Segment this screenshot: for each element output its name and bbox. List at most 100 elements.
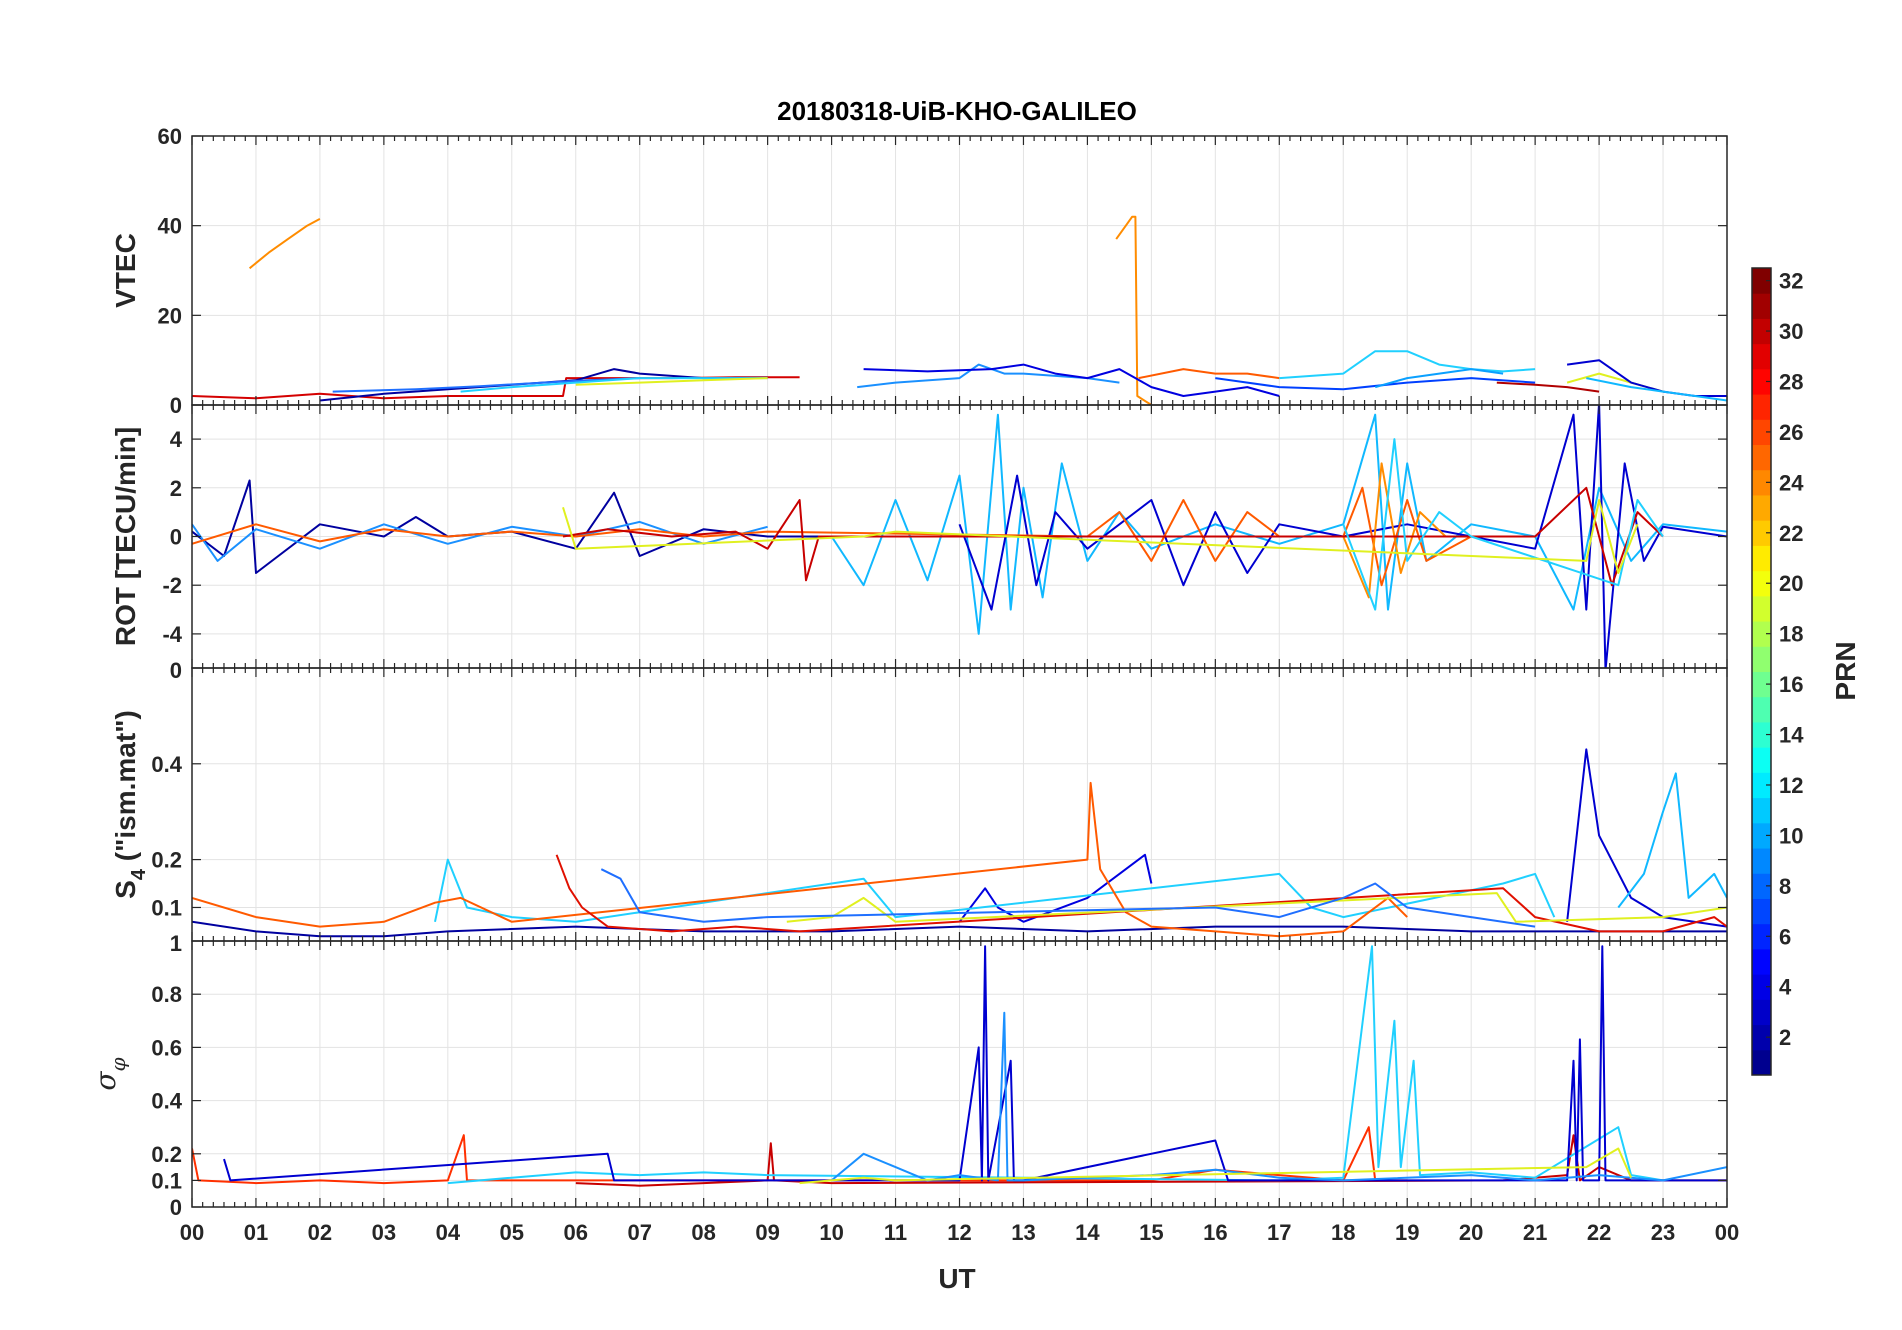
- sigma_phi-y-tick-label: 0.6: [151, 1035, 182, 1060]
- colorbar-tick-label: 8: [1779, 874, 1791, 899]
- x-tick-label: 09: [755, 1220, 779, 1245]
- s4-y-axis-label: S4 ("ism.mat"): [110, 710, 150, 899]
- panel-vtec: 0 20 40 60 VTEC: [110, 124, 1728, 418]
- s4-series-group: [192, 748, 1727, 938]
- colorbar-tick-label: 24: [1779, 470, 1804, 495]
- rot-series-prn-29: [562, 486, 1664, 587]
- x-tick-label: 19: [1395, 1220, 1419, 1245]
- vtec-series-prn-12: [1279, 350, 1536, 380]
- s4-series-prn-8: [600, 868, 1536, 928]
- sigma_phi-series-prn-12: [447, 945, 1664, 1185]
- vtec-y-tick-label: 60: [158, 124, 182, 149]
- panel-rot: -4 -2 0 2 4 ROT [TECU/min]: [110, 404, 1728, 669]
- vtec-series-prn-20: [575, 377, 768, 386]
- colorbar-tick-label: 32: [1779, 269, 1803, 294]
- panel-sigma_phi: 00.10.2 0.4 0.6 0.8 1 σφ: [89, 931, 1728, 1220]
- x-tick-label: 20: [1459, 1220, 1483, 1245]
- colorbar-swatch: [1752, 343, 1771, 370]
- x-tick-label: 08: [691, 1220, 715, 1245]
- sigma_phi-y-tick-label: 0: [170, 1195, 182, 1220]
- sigma_phi-y-label-sub: φ: [106, 1057, 130, 1071]
- colorbar-tick-label: 20: [1779, 571, 1803, 596]
- s4-y-tick-label: 0.1: [151, 895, 182, 920]
- colorbar-swatch: [1752, 822, 1771, 849]
- x-tick-label: 00: [1715, 1220, 1739, 1245]
- colorbar-swatch: [1752, 873, 1771, 899]
- colorbar-swatch: [1752, 923, 1771, 950]
- rot-y-tick-label: 4: [170, 427, 183, 452]
- colorbar-swatch: [1752, 520, 1771, 546]
- sigma_phi-y-tick-label: 0.4: [151, 1089, 182, 1114]
- sigma_phi-y-label-main: σ: [89, 1071, 122, 1091]
- colorbar-tick-label: 2: [1779, 1025, 1791, 1050]
- colorbar-swatch: [1752, 721, 1771, 748]
- x-tick-label: 02: [308, 1220, 332, 1245]
- s4-y-tick-label: 0.4: [151, 752, 182, 777]
- colorbar-swatch: [1752, 494, 1771, 521]
- colorbar-swatch: [1752, 999, 1771, 1026]
- colorbar-swatch: [1752, 772, 1771, 799]
- x-tick-label: 21: [1523, 1220, 1547, 1245]
- vtec-series-group: [192, 215, 1727, 405]
- vtec-y-axis-label: VTEC: [110, 233, 141, 308]
- x-tick-label: 07: [627, 1220, 651, 1245]
- x-tick-label: 00: [180, 1220, 204, 1245]
- x-tick-label: 03: [372, 1220, 396, 1245]
- x-tick-label: 12: [947, 1220, 971, 1245]
- rot-series-prn-20: [562, 499, 1639, 574]
- vtec-series-prn-6: [1215, 377, 1536, 391]
- x-axis: 00 01 02 03 04 05 06 07 08 09 10 11 12 13 14 15 16 17 18 19…: [180, 1220, 1739, 1245]
- colorbar-tick-label: 16: [1779, 672, 1803, 697]
- s4-series-prn-12: [434, 858, 1556, 923]
- colorbar-tick-label: 10: [1779, 823, 1803, 848]
- colorbar-swatch: [1752, 545, 1771, 572]
- colorbar-swatch: [1752, 318, 1771, 345]
- x-tick-label: 17: [1267, 1220, 1291, 1245]
- colorbar-swatch: [1752, 974, 1771, 1000]
- colorbar-swatch: [1752, 948, 1771, 975]
- vtec-y-tick-label: 20: [158, 303, 182, 328]
- vtec-y-tick-label: 40: [158, 214, 182, 239]
- x-tick-label: 10: [819, 1220, 843, 1245]
- s4-y-label-sub: 4: [128, 868, 150, 880]
- colorbar-swatch: [1752, 898, 1771, 925]
- colorbar-swatch: [1752, 797, 1771, 824]
- x-tick-label: 15: [1139, 1220, 1163, 1245]
- colorbar-tick-label: 14: [1779, 723, 1804, 748]
- x-tick-label: 16: [1203, 1220, 1227, 1245]
- colorbar-swatch: [1752, 444, 1771, 471]
- colorbar-swatch: [1752, 646, 1771, 672]
- s4-y-label-rest: ("ism.mat"): [110, 710, 141, 869]
- colorbar-tick-label: 4: [1779, 975, 1792, 1000]
- sigma_phi-y-tick-label: 0.8: [151, 982, 182, 1007]
- vtec-series-prn-8: [332, 377, 640, 393]
- chart-title: 20180318-UiB-KHO-GALILEO: [777, 96, 1137, 126]
- colorbar-tick-label: 26: [1779, 420, 1803, 445]
- colorbar-tick-label: 28: [1779, 369, 1803, 394]
- colorbar-tick-label: 18: [1779, 622, 1803, 647]
- s4-series-prn-25: [192, 781, 1408, 938]
- rot-series-group: [192, 405, 1727, 668]
- x-tick-label: 22: [1587, 1220, 1611, 1245]
- rot-series-prn-23: [1342, 462, 1447, 599]
- colorbar-swatch: [1752, 394, 1771, 420]
- vtec-series-prn-4: [863, 363, 1280, 397]
- rot-y-axis-label: ROT [TECU/min]: [110, 427, 141, 646]
- colorbar-swatch: [1752, 469, 1771, 496]
- x-tick-label: 06: [564, 1220, 588, 1245]
- s4-series-prn-3: [1566, 748, 1727, 928]
- colorbar-swatch: [1752, 671, 1771, 698]
- sigma_phi-y-tick-label: 0.2: [151, 1142, 182, 1167]
- x-tick-label: 01: [244, 1220, 268, 1245]
- s4-y-top-tick-label: 0: [170, 658, 182, 683]
- x-tick-label: 23: [1651, 1220, 1675, 1245]
- colorbar-tick-label: 12: [1779, 773, 1803, 798]
- rot-y-tick-label: 0: [170, 525, 182, 550]
- colorbar-frame: [1751, 267, 1772, 1076]
- colorbar-swatch: [1752, 1049, 1771, 1076]
- colorbar-tick-label: 30: [1779, 319, 1803, 344]
- s4-series-prn-11: [1617, 772, 1727, 909]
- colorbar-swatch: [1752, 419, 1771, 446]
